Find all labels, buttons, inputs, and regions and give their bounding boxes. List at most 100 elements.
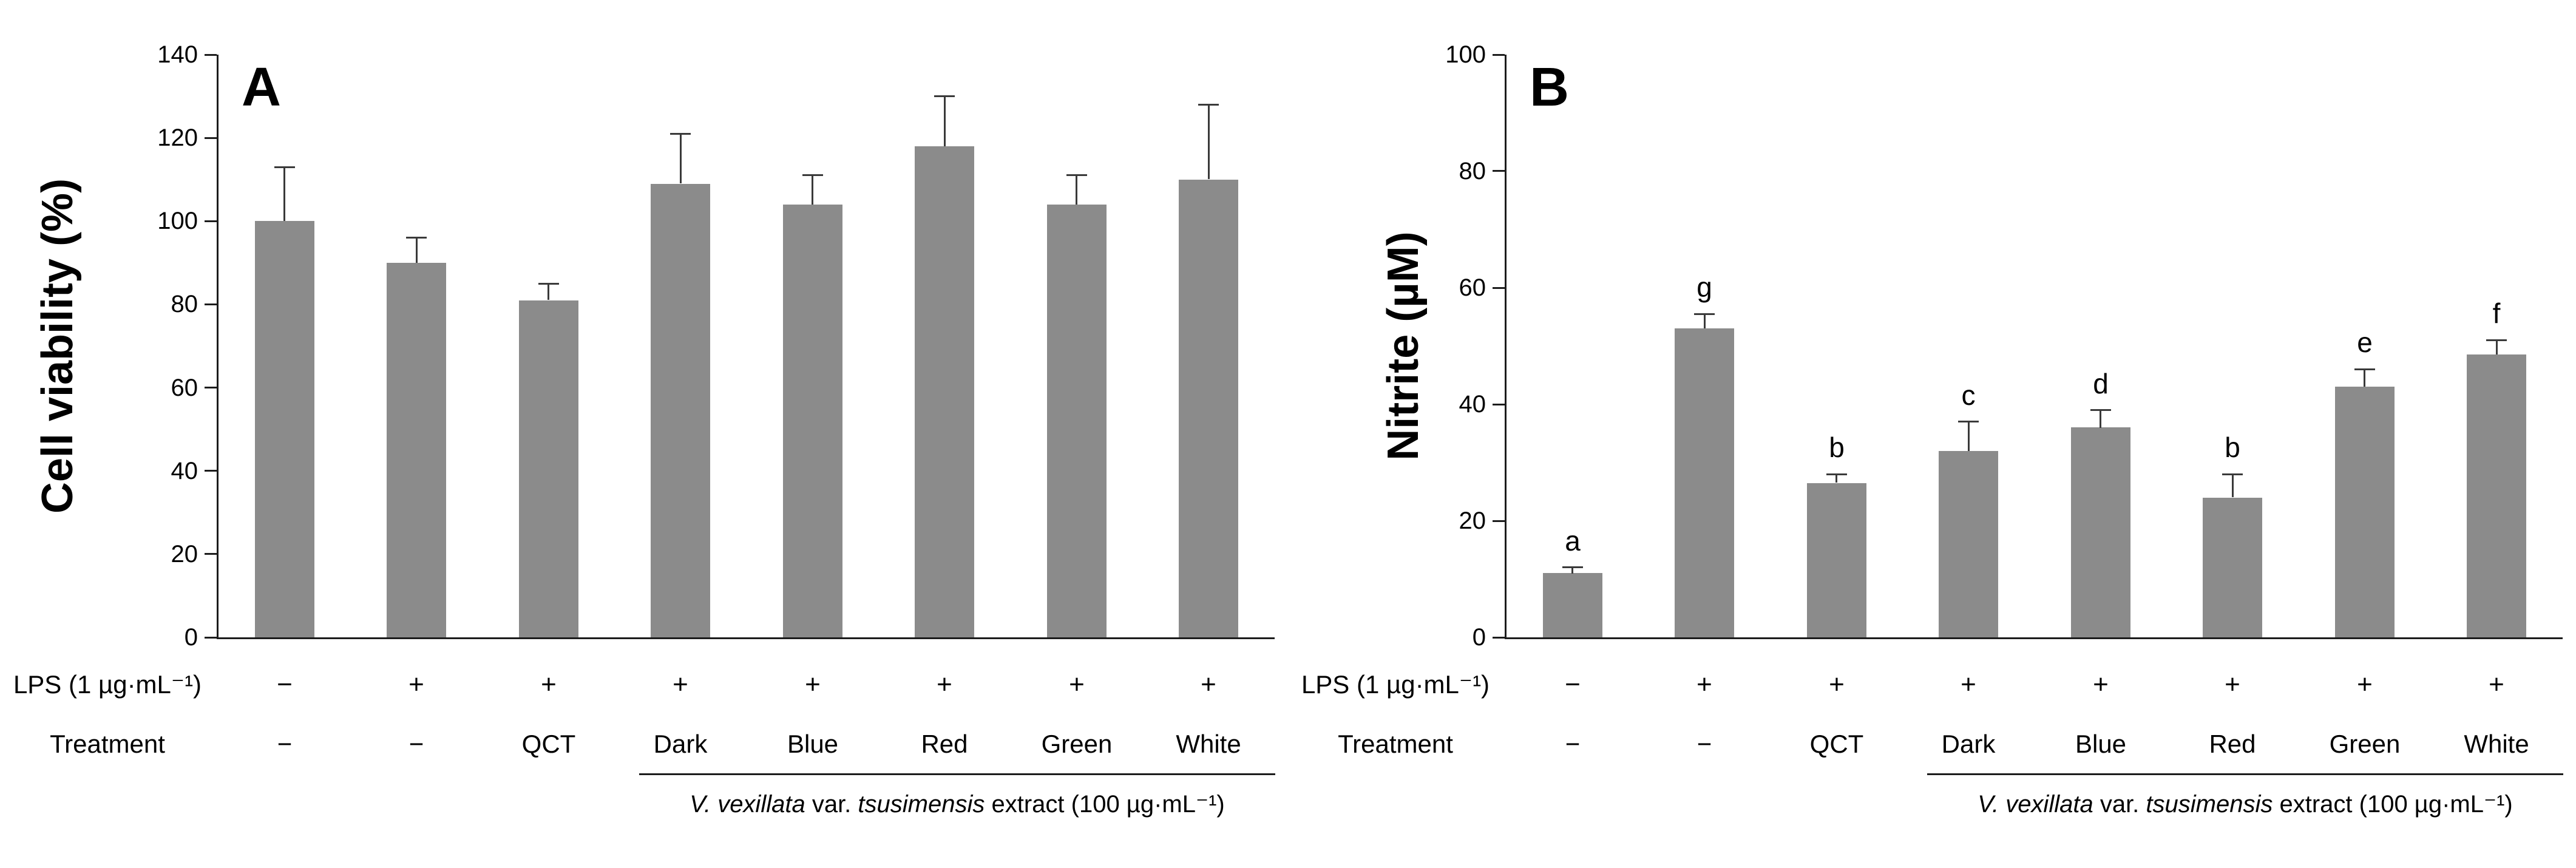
error-bar-cap [670, 133, 691, 135]
treatment-value: QCT [1809, 730, 1864, 758]
extract-underline [639, 773, 1275, 775]
y-axis-line [217, 55, 219, 639]
lps-row-label: LPS (1 µg·mL⁻¹) [1301, 670, 1490, 699]
y-tick-label: 80 [171, 291, 198, 317]
treatment-value: Green [1041, 730, 1113, 758]
bar [1807, 483, 1866, 637]
y-tick-label: 0 [1472, 624, 1486, 651]
y-axis-line [1505, 55, 1507, 639]
significance-letter: c [1961, 379, 1976, 411]
significance-letter: b [2225, 432, 2240, 463]
y-tick-mark [205, 137, 217, 139]
y-axis-title: Cell viability (%) [33, 178, 82, 514]
bar [783, 205, 842, 637]
panel-label: B [1530, 57, 1569, 118]
treatment-value: White [2464, 730, 2529, 758]
treatment-value: Blue [2075, 730, 2127, 758]
y-tick-mark [205, 54, 217, 56]
y-tick-mark [205, 303, 217, 305]
error-bar-cap [274, 166, 295, 168]
panel-label: A [242, 57, 281, 118]
y-tick-label: 60 [171, 375, 198, 401]
y-tick-label: 20 [171, 541, 198, 568]
significance-letter: a [1565, 525, 1581, 557]
treatment-value: − [277, 730, 293, 758]
bar [1675, 328, 1734, 637]
error-bar-line [547, 283, 549, 300]
error-bar-cap [1694, 313, 1715, 315]
lps-value: + [541, 670, 557, 699]
y-tick-mark [1493, 637, 1505, 639]
significance-letter: e [2357, 327, 2373, 358]
extract-label-italic: tsusimensis [2146, 791, 2273, 818]
treatment-value: − [1696, 730, 1712, 758]
bar [651, 184, 710, 637]
error-bar-cap [934, 95, 955, 97]
lps-value: + [2225, 670, 2240, 699]
error-bar-cap [1826, 473, 1847, 475]
bar [519, 300, 578, 637]
y-tick-label: 80 [1459, 158, 1486, 185]
error-bar-line [1704, 314, 1706, 328]
y-tick-mark [205, 553, 217, 555]
error-bar-line [1571, 568, 1573, 574]
lps-row-label: LPS (1 µg·mL⁻¹) [13, 670, 202, 699]
error-bar-line [2100, 410, 2101, 428]
lps-value: − [277, 670, 293, 699]
bar [255, 221, 314, 637]
treatment-row-label: Treatment [1338, 730, 1453, 758]
treatment-value: Red [2209, 730, 2256, 758]
treatment-value: Dark [1941, 730, 1996, 758]
y-tick-mark [1493, 520, 1505, 522]
y-tick-label: 140 [157, 41, 198, 68]
lps-value: + [1069, 670, 1085, 699]
extract-label-text: extract (100 µg·mL⁻¹) [2273, 791, 2513, 818]
x-axis-line [217, 637, 1275, 639]
error-bar-cap [2222, 473, 2243, 475]
panel-b: Nitrite (µM) B 0 20 40 60 80 100 a − − g + − b + QCT c +… [1288, 0, 2576, 868]
bar [1939, 451, 1998, 637]
bar [2071, 427, 2130, 637]
error-bar-line [944, 97, 946, 146]
bar [387, 263, 446, 637]
error-bar-line [812, 175, 813, 205]
y-tick-label: 0 [184, 624, 198, 651]
extract-label-text: var. [805, 791, 858, 818]
treatment-value: − [408, 730, 424, 758]
extract-label: V. vexillata var. tsusimensis extract (1… [639, 789, 1275, 819]
lps-value: + [1201, 670, 1216, 699]
y-tick-mark [1493, 170, 1505, 172]
lps-value: + [2357, 670, 2373, 699]
y-tick-mark [205, 220, 217, 222]
bar [2203, 498, 2262, 637]
x-axis-line [1505, 637, 2563, 639]
lps-value: + [2093, 670, 2109, 699]
treatment-value: Red [921, 730, 968, 758]
error-bar-line [2232, 474, 2234, 497]
extract-label-italic: V. vexillata [1978, 791, 2093, 818]
y-tick-mark [1493, 287, 1505, 289]
error-bar-cap [802, 174, 823, 176]
error-bar-cap [1958, 421, 1979, 422]
significance-letter: g [1696, 271, 1712, 303]
significance-letter: f [2492, 297, 2501, 329]
error-bar-line [1076, 175, 1077, 205]
significance-letter: b [1829, 432, 1845, 463]
panel-a: Cell viability (%) A 0 20 40 60 80 100 120 140 −… [13, 41, 1275, 819]
error-bar-cap [1066, 174, 1087, 176]
significance-letter: d [2093, 368, 2109, 399]
bar [1543, 573, 1602, 637]
lps-value: + [1961, 670, 1976, 699]
extract-label-italic: tsusimensis [858, 791, 985, 818]
lps-value: + [805, 670, 821, 699]
y-tick-label: 40 [171, 458, 198, 484]
y-tick-mark [205, 387, 217, 388]
error-bar-cap [1562, 566, 1583, 568]
lps-value: − [1565, 670, 1581, 699]
bar [1047, 205, 1107, 637]
error-bar-cap [406, 237, 427, 239]
treatment-row-label: Treatment [50, 730, 165, 758]
error-bar-line [680, 134, 682, 183]
extract-label: V. vexillata var. tsusimensis extract (1… [1927, 789, 2563, 819]
lps-value: + [673, 670, 688, 699]
